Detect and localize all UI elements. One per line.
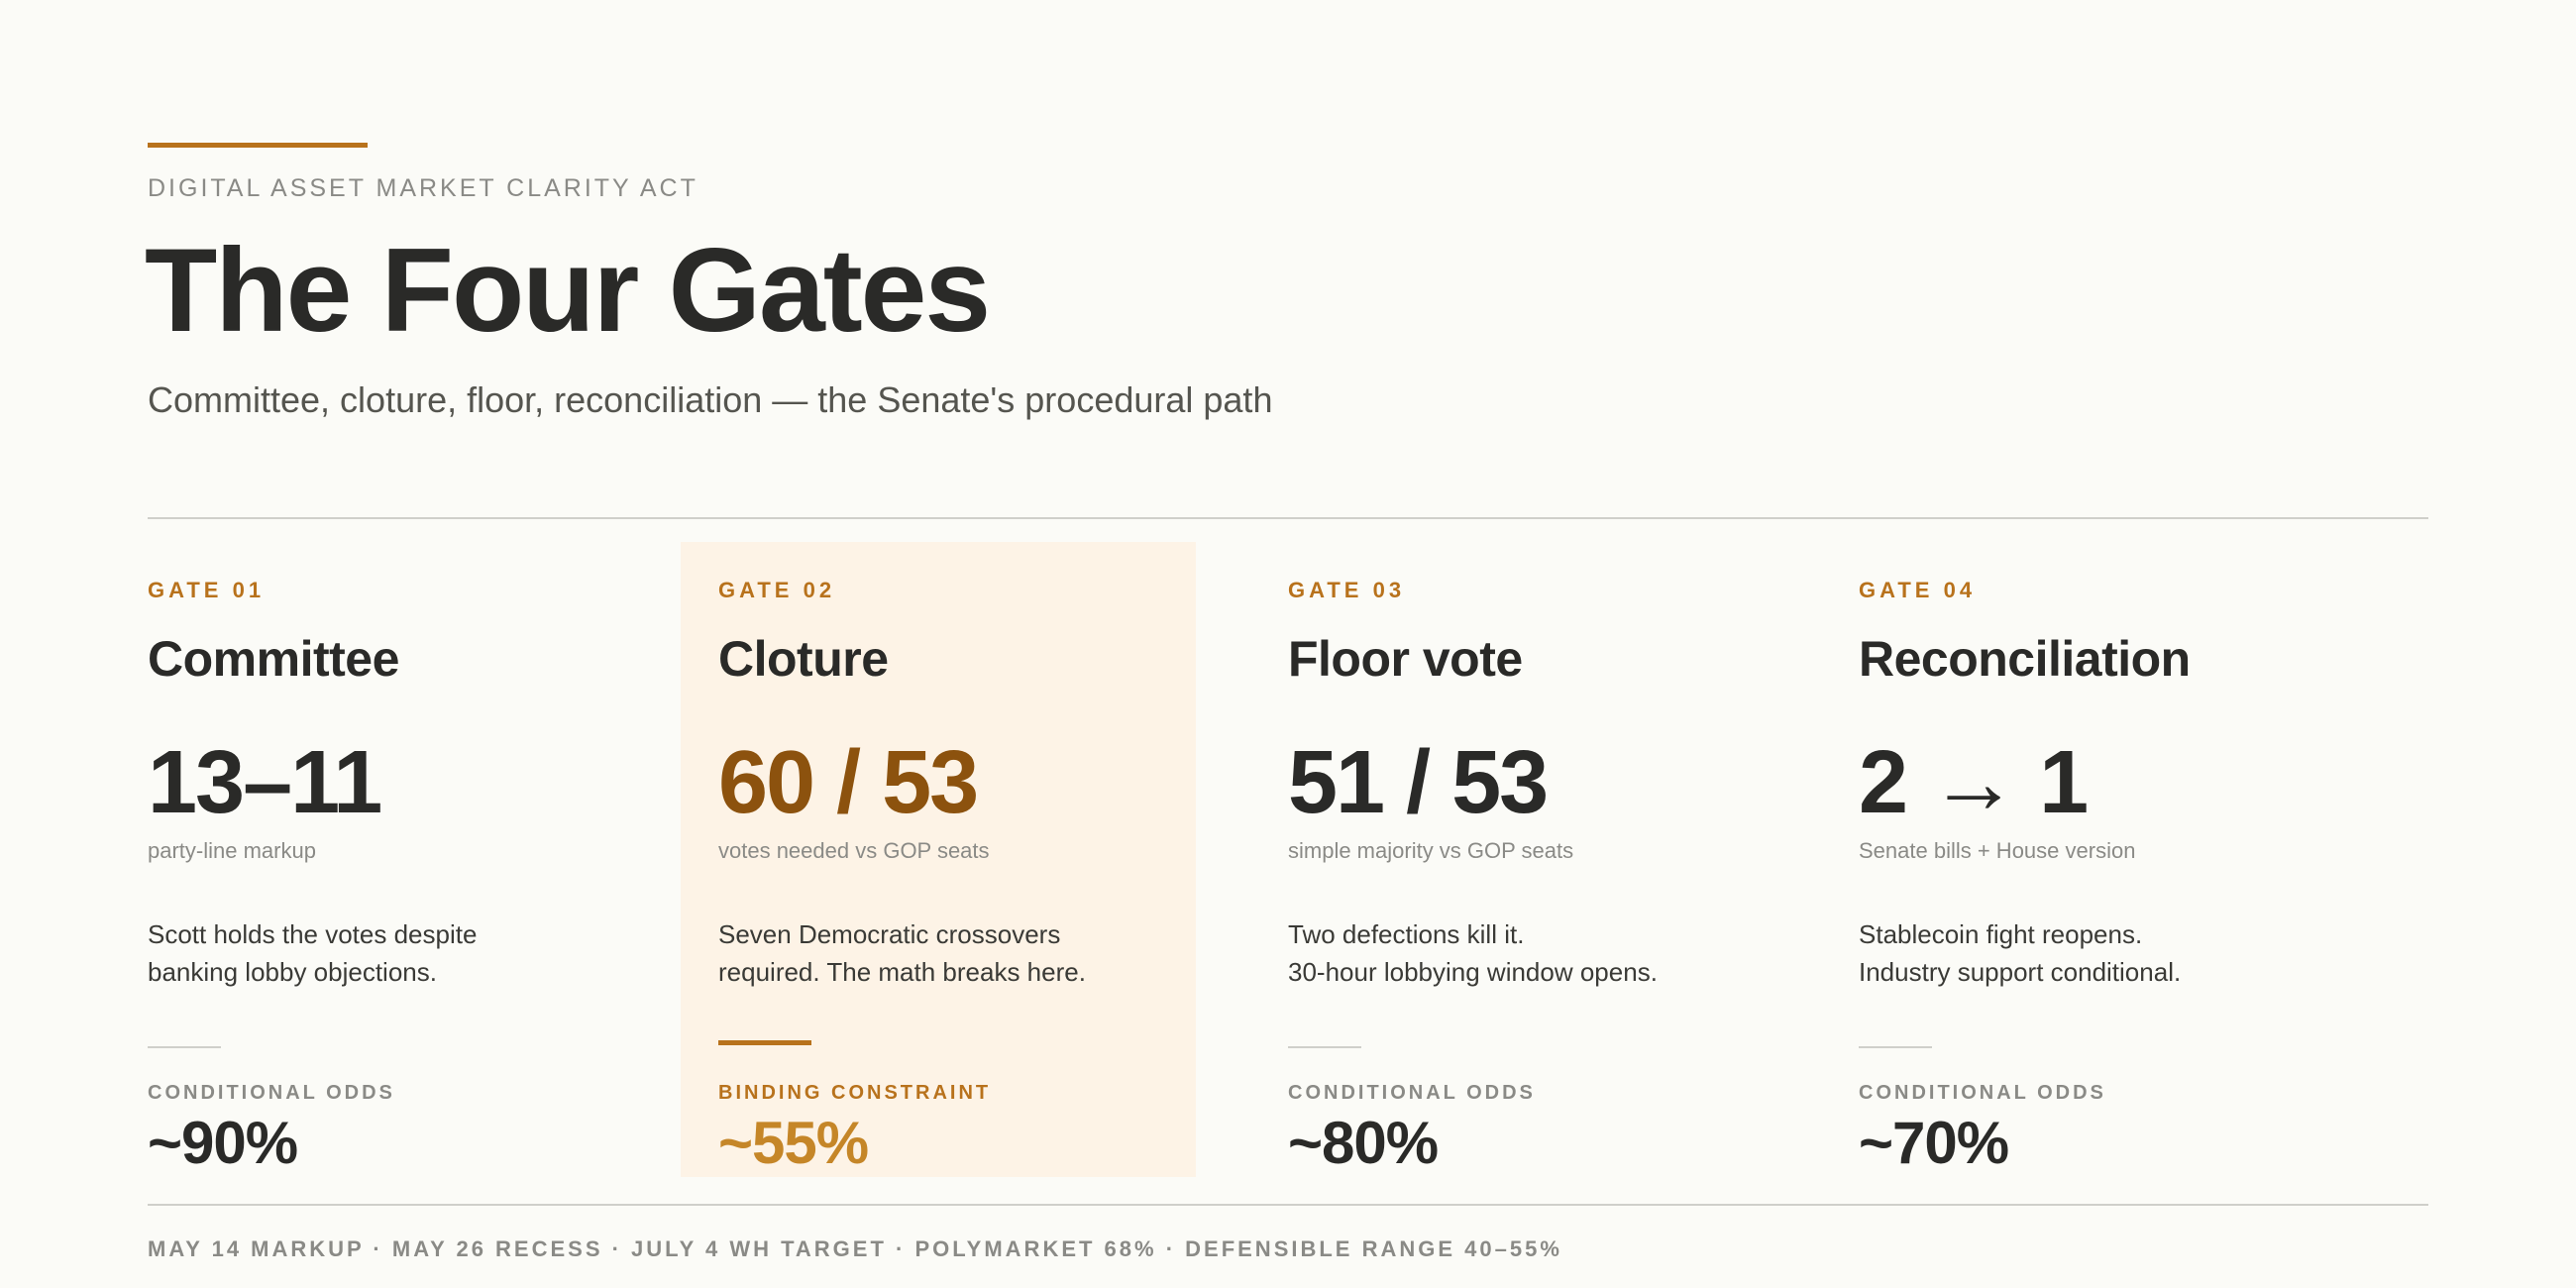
odds-label: CONDITIONAL ODDS <box>148 1082 395 1104</box>
gate-name: Floor vote <box>1288 631 1523 687</box>
odds-label: BINDING CONSTRAINT <box>718 1082 992 1104</box>
gate-divider <box>1288 1046 1361 1048</box>
gate-description-line: Scott holds the votes despite <box>148 919 478 949</box>
gate-description-line: Industry support conditional. <box>1859 957 2182 987</box>
gate-divider <box>1859 1046 1932 1048</box>
gate-description-line: Seven Democratic crossovers <box>718 919 1061 949</box>
odds-value: ~80% <box>1288 1110 1439 1176</box>
accent-rule <box>148 143 368 148</box>
gate-figure: 13–11 <box>148 733 382 832</box>
gate-column-2: GATE 02 Cloture 60 / 53 votes needed vs … <box>718 0 1234 1288</box>
odds-label: CONDITIONAL ODDS <box>1288 1082 1536 1104</box>
gate-column-1: GATE 01 Committee 13–11 party-line marku… <box>148 0 663 1288</box>
highlight-panel <box>681 542 1196 1177</box>
gate-description: Stablecoin fight reopens. Industry suppo… <box>1859 915 2181 991</box>
gate-description-line: required. The math breaks here. <box>718 957 1086 987</box>
eyebrow: DIGITAL ASSET MARKET CLARITY ACT <box>148 174 698 202</box>
gate-label: GATE 03 <box>1288 578 1406 602</box>
gate-description-line: 30-hour lobbying window opens. <box>1288 957 1658 987</box>
gate-label: GATE 02 <box>718 578 836 602</box>
top-divider <box>148 517 2428 519</box>
gate-column-4: GATE 04 Reconciliation 2 → 1 Senate bill… <box>1859 0 2374 1288</box>
gate-column-3: GATE 03 Floor vote 51 / 53 simple majori… <box>1288 0 1803 1288</box>
gate-label: GATE 01 <box>148 578 266 602</box>
odds-value: ~55% <box>718 1110 869 1176</box>
gate-figure: 2 → 1 <box>1859 733 2089 832</box>
gate-divider <box>718 1040 811 1045</box>
gate-description: Seven Democratic crossovers required. Th… <box>718 915 1086 991</box>
footer-timeline: MAY 14 MARKUP · MAY 26 RECESS · JULY 4 W… <box>148 1236 1562 1261</box>
bottom-divider <box>148 1204 2428 1206</box>
page-title: The Four Gates <box>145 224 991 357</box>
page-subtitle: Committee, cloture, floor, reconciliatio… <box>148 379 1273 420</box>
odds-value: ~90% <box>148 1110 298 1176</box>
gate-description-line: banking lobby objections. <box>148 957 437 987</box>
gate-name: Cloture <box>718 631 889 687</box>
gate-description-line: Stablecoin fight reopens. <box>1859 919 2143 949</box>
gate-description-line: Two defections kill it. <box>1288 919 1525 949</box>
odds-value: ~70% <box>1859 1110 2009 1176</box>
gate-figure: 51 / 53 <box>1288 733 1549 832</box>
gate-label: GATE 04 <box>1859 578 1977 602</box>
gate-name: Committee <box>148 631 399 687</box>
gate-figure-caption: simple majority vs GOP seats <box>1288 838 1574 863</box>
gate-figure-caption: Senate bills + House version <box>1859 838 2136 863</box>
gate-figure-caption: party-line markup <box>148 838 316 863</box>
gate-name: Reconciliation <box>1859 631 2191 687</box>
gate-figure-caption: votes needed vs GOP seats <box>718 838 990 863</box>
gate-description: Scott holds the votes despite banking lo… <box>148 915 477 991</box>
gate-figure: 60 / 53 <box>718 733 979 832</box>
gate-divider <box>148 1046 221 1048</box>
gate-description: Two defections kill it. 30-hour lobbying… <box>1288 915 1658 991</box>
odds-label: CONDITIONAL ODDS <box>1859 1082 2106 1104</box>
